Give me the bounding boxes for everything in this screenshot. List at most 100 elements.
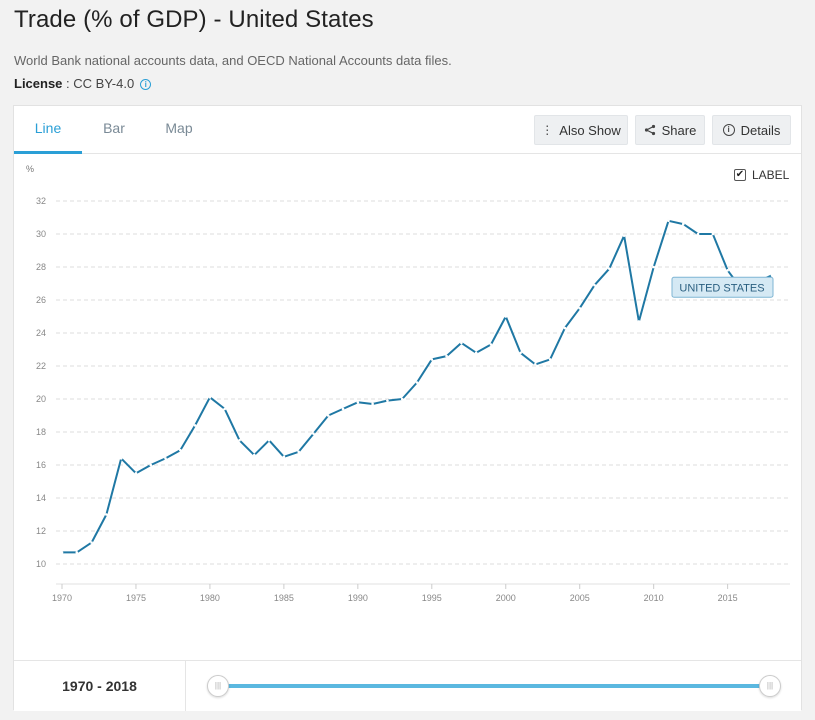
y-tick-label: 28 — [36, 262, 46, 272]
data-point — [519, 351, 522, 355]
data-point — [400, 397, 404, 401]
x-tick-label: 1985 — [274, 593, 294, 603]
license-separator: : — [62, 76, 74, 91]
y-axis-unit-label: % — [26, 164, 34, 174]
chart-card: Line Bar Map ⋮ Also Show Share i Details… — [13, 105, 802, 711]
x-tick-label: 2010 — [644, 593, 664, 603]
x-tick-label: 2005 — [570, 593, 590, 603]
source-text: World Bank national accounts data, and O… — [14, 53, 452, 68]
data-point — [312, 432, 315, 435]
data-point — [430, 358, 434, 361]
tab-line[interactable]: Line — [14, 106, 82, 154]
data-point — [711, 232, 715, 236]
data-point — [504, 315, 508, 318]
series-label-box — [671, 276, 774, 298]
data-point — [223, 407, 227, 411]
x-tick-label: 1995 — [422, 593, 442, 603]
y-tick-label: 18 — [36, 427, 46, 437]
data-point — [75, 551, 79, 554]
data-point — [607, 267, 611, 270]
also-show-label: Also Show — [559, 122, 621, 138]
y-tick-label: 22 — [36, 361, 46, 371]
label-toggle[interactable]: ✔ LABEL — [734, 168, 789, 182]
page-title: Trade (% of GDP) - United States — [14, 6, 374, 33]
data-point — [726, 269, 729, 272]
y-tick-label: 14 — [36, 493, 46, 503]
y-tick-label: 24 — [36, 328, 46, 338]
data-point — [341, 407, 345, 411]
license-value: CC BY-4.0 — [73, 76, 135, 91]
license-line: License : CC BY-4.0 i — [14, 76, 152, 91]
data-point — [164, 457, 167, 460]
series-label: UNITED STATES — [679, 282, 764, 294]
checkbox-icon[interactable]: ✔ — [734, 169, 746, 181]
data-point — [371, 402, 374, 406]
x-tick-label: 1990 — [348, 593, 368, 603]
data-point — [445, 354, 448, 358]
data-point — [622, 234, 626, 237]
license-label: License — [14, 76, 63, 91]
share-icon — [644, 124, 655, 136]
data-point — [667, 219, 670, 223]
line-chart: % 10 12 14 16 18 20 22 24 26 28 30 32 1970 1975 1980 198… — [26, 164, 790, 603]
year-range-label: 1970 - 2018 — [14, 661, 186, 711]
range-start-handle[interactable]: ||| — [207, 675, 229, 697]
y-tick-label: 30 — [36, 229, 46, 239]
data-point — [134, 471, 138, 475]
x-tick-label: 2000 — [496, 593, 516, 603]
x-tick-label: 1980 — [200, 593, 220, 603]
data-point — [534, 363, 537, 366]
info-circle-icon: i — [722, 124, 735, 136]
data-point — [548, 358, 552, 361]
data-point — [193, 424, 197, 427]
data-point — [474, 351, 478, 355]
range-slider-track[interactable] — [218, 684, 770, 688]
details-button[interactable]: i Details — [712, 115, 791, 145]
data-point — [282, 455, 286, 459]
data-point — [119, 457, 123, 460]
y-tick-label: 20 — [36, 394, 46, 404]
data-point — [252, 453, 256, 457]
data-point — [415, 381, 419, 384]
data-point — [238, 438, 241, 442]
data-point — [386, 399, 389, 402]
data-point — [105, 513, 108, 516]
details-label: Details — [740, 122, 781, 138]
data-point — [297, 450, 300, 454]
data-point — [90, 541, 93, 544]
info-icon[interactable]: i — [140, 79, 152, 90]
tab-map[interactable]: Map — [165, 120, 193, 136]
series-line — [62, 219, 773, 554]
tab-bar[interactable]: Bar — [103, 120, 125, 136]
y-tick-label: 10 — [36, 559, 46, 569]
data-point — [149, 463, 153, 467]
data-point — [460, 341, 463, 345]
x-tick-label: 1970 — [52, 593, 72, 603]
x-tick-label: 1975 — [126, 593, 146, 603]
label-toggle-text: LABEL — [752, 168, 790, 182]
range-footer: 1970 - 2018 ||| ||| — [14, 660, 801, 711]
data-point — [696, 232, 700, 236]
data-point — [578, 306, 582, 310]
range-end-handle[interactable]: ||| — [759, 675, 781, 697]
data-point — [326, 414, 330, 417]
data-point — [770, 273, 774, 277]
share-button[interactable]: Share — [635, 115, 705, 145]
data-point — [652, 265, 655, 269]
data-point — [356, 401, 360, 404]
data-point — [593, 283, 596, 287]
data-point — [179, 448, 182, 452]
y-tick-label: 16 — [36, 460, 46, 470]
y-tick-label: 32 — [36, 196, 46, 206]
data-point — [637, 320, 641, 323]
x-tick-label: 2015 — [718, 593, 738, 603]
data-point — [681, 222, 685, 226]
y-tick-label: 12 — [36, 526, 46, 536]
also-show-button[interactable]: ⋮ Also Show — [534, 115, 628, 145]
data-point — [208, 396, 212, 399]
data-point — [489, 343, 493, 346]
chart-tabs: Line Bar Map ⋮ Also Show Share i Details — [14, 106, 801, 154]
data-point — [267, 438, 271, 442]
data-point — [563, 326, 567, 330]
data-point — [60, 551, 64, 554]
